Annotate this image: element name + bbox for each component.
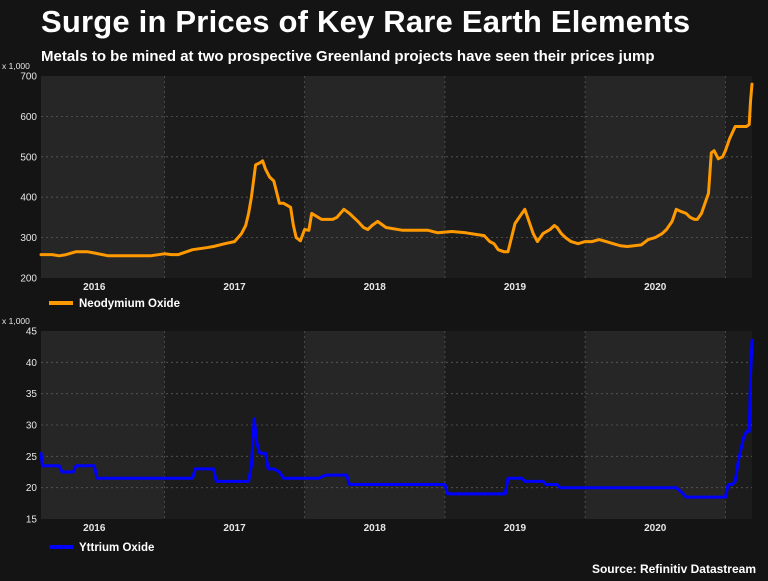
neodymium-plot-area [41, 76, 752, 278]
yttrium-unit-label: x 1,000 [2, 316, 30, 326]
yttrium-legend-label: Yttrium Oxide [79, 542, 154, 554]
neodymium-y-tick-label: 600 [20, 112, 37, 123]
yttrium-x-tick-label: 2020 [644, 523, 667, 534]
neodymium-y-tick-label: 200 [20, 274, 37, 285]
neodymium-x-tick-label: 2020 [644, 282, 667, 293]
yttrium-y-tick-label: 20 [26, 483, 38, 494]
neodymium-y-tick-label: 400 [20, 193, 37, 204]
yttrium-y-tick-label: 35 [26, 389, 38, 400]
yttrium-x-tick-label: 2019 [504, 523, 527, 534]
yttrium-chart: 15 20 25 30 35 40 45x 1,000 2016 2017 2018 2019 202… [2, 316, 754, 554]
chart-title: Surge in Prices of Key Rare Earth Elemen… [41, 4, 691, 39]
neodymium-x-tick-label: 2018 [364, 282, 387, 293]
yttrium-x-tick-label: 2017 [223, 523, 246, 534]
yttrium-year-band [444, 331, 586, 519]
yttrium-y-tick-label: 25 [26, 452, 38, 463]
neodymium-unit-label: x 1,000 [2, 61, 30, 71]
yttrium-y-tick-label: 30 [26, 421, 38, 432]
neodymium-year-band [725, 76, 752, 278]
yttrium-series-line [39, 338, 754, 499]
neodymium-y-tick-label: 700 [20, 72, 37, 83]
neodymium-x-tick-label: 2016 [83, 282, 106, 293]
yttrium-y-tick-label: 15 [26, 515, 38, 526]
yttrium-y-tick-label: 40 [26, 358, 38, 369]
yttrium-x-tick-label: 2016 [83, 523, 106, 534]
neodymium-legend-label: Neodymium Oxide [79, 298, 180, 310]
source-note: Source: Refinitiv Datastream [591, 562, 756, 576]
yttrium-x-tick-label: 2018 [364, 523, 387, 534]
neodymium-y-tick-label: 300 [20, 233, 37, 244]
neodymium-year-band [164, 76, 305, 278]
neodymium-year-band [444, 76, 586, 278]
yttrium-y-tick-label: 45 [26, 327, 38, 338]
neodymium-y-tick-label: 500 [20, 152, 37, 163]
neodymium-x-tick-label: 2019 [504, 282, 527, 293]
chart-subtitle: Metals to be mined at two prospective Gr… [41, 48, 655, 65]
yttrium-year-band [164, 331, 305, 519]
neodymium-x-tick-label: 2017 [223, 282, 246, 293]
neodymium-series-line [39, 82, 754, 258]
